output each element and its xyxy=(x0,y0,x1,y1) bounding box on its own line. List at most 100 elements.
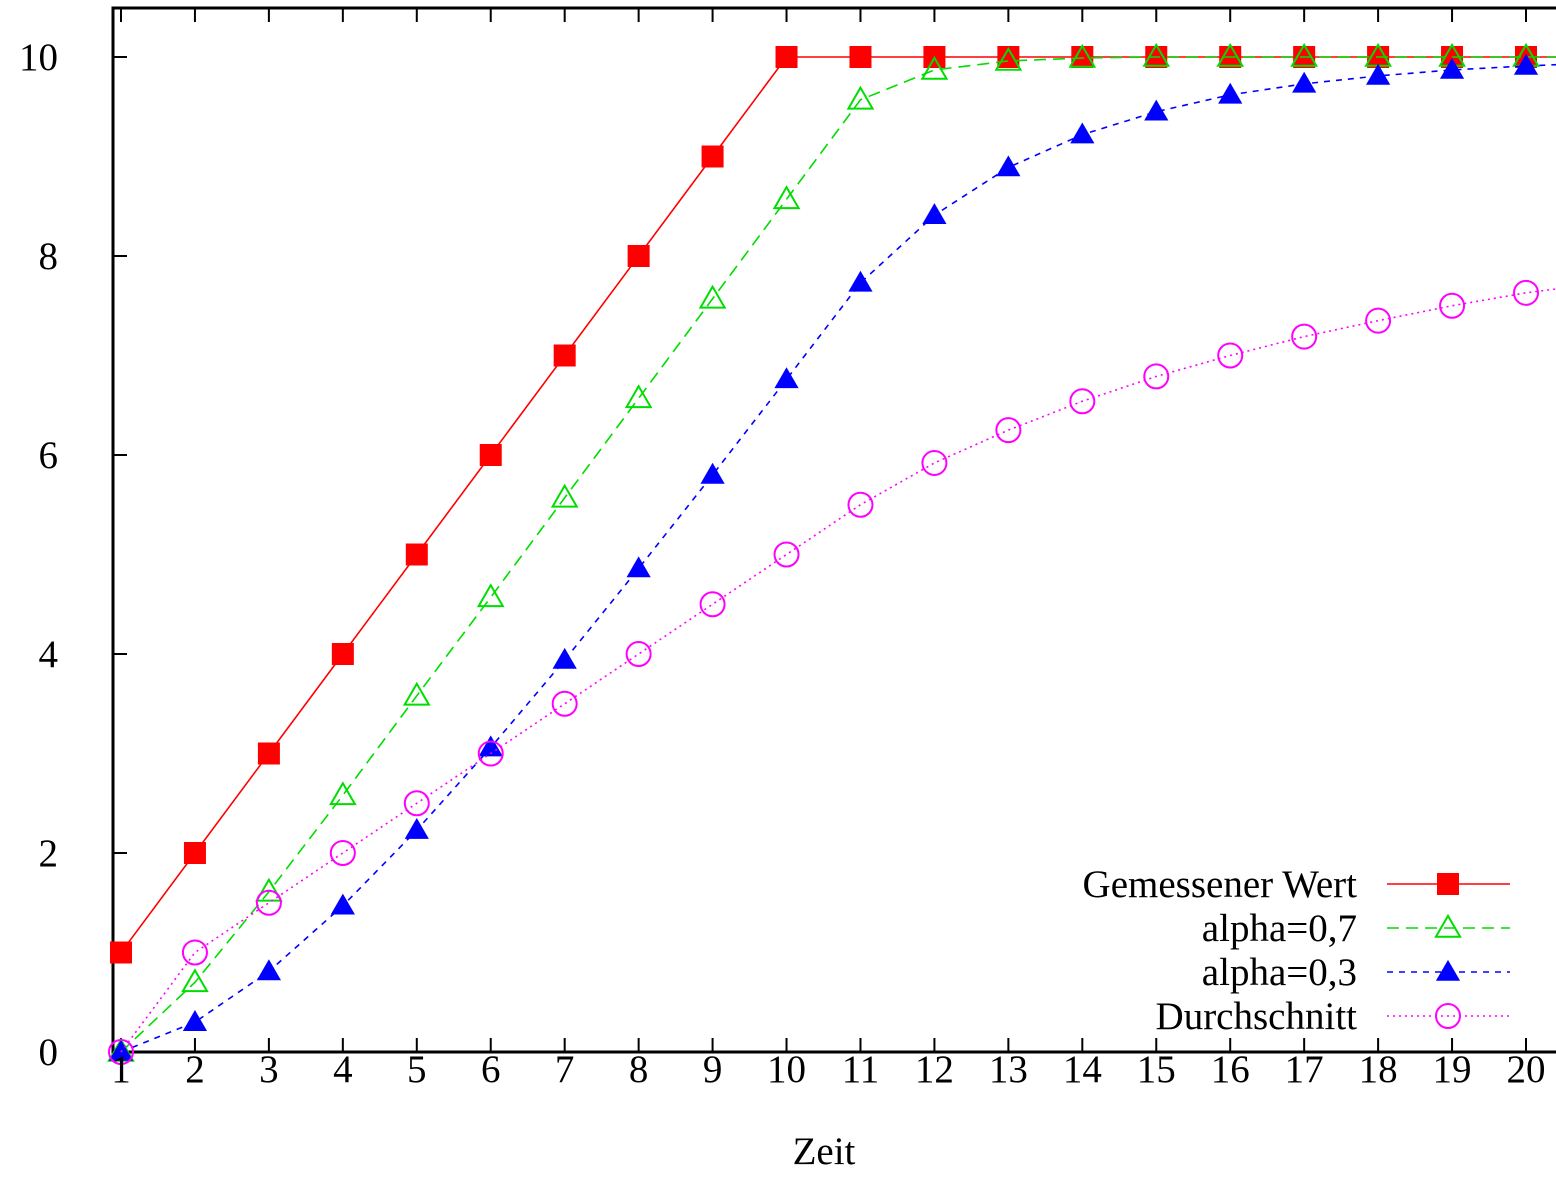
series-line xyxy=(120,288,1556,1053)
x-tick-label: 18 xyxy=(1359,1048,1398,1091)
legend-label: Durchschnitt xyxy=(1156,995,1358,1038)
legend-marker xyxy=(1435,959,1461,981)
data-point xyxy=(255,877,283,902)
y-tick-label: 4 xyxy=(39,633,59,676)
x-tick-labels: 1 2 3 4 5 6 7 8 9 10 11 12 13 14 15 16 17 18 19 20 xyxy=(111,1048,1545,1091)
x-tick-label: 4 xyxy=(333,1048,353,1091)
data-point xyxy=(331,643,354,665)
x-tick-label: 19 xyxy=(1433,1048,1472,1091)
data-point xyxy=(550,483,579,508)
series-3 xyxy=(108,53,1556,1061)
x-tick-label: 9 xyxy=(703,1048,723,1091)
series-line xyxy=(120,56,1556,1053)
data-point xyxy=(479,444,502,466)
x-tick-label: 7 xyxy=(555,1048,575,1091)
x-tick-label: 14 xyxy=(1063,1048,1102,1091)
data-point xyxy=(1291,323,1318,350)
data-point xyxy=(701,145,724,168)
data-point xyxy=(478,735,503,757)
x-tick-label: 1 xyxy=(111,1048,131,1091)
x-tick-label: 5 xyxy=(407,1048,427,1091)
data-point xyxy=(773,541,800,568)
legend-marker xyxy=(1435,1003,1461,1029)
data-point xyxy=(775,46,798,68)
data-point xyxy=(994,46,1023,71)
x-tick-label: 11 xyxy=(842,1048,880,1091)
data-point xyxy=(921,449,948,476)
y-tick-label: 8 xyxy=(39,235,59,278)
data-point xyxy=(995,417,1022,444)
x-tick-label: 6 xyxy=(481,1048,501,1091)
data-point xyxy=(181,939,208,966)
y-tick-labels: 0 2 4 6 8 10 xyxy=(19,36,58,1074)
data-point xyxy=(848,270,873,292)
x-tick-label: 20 xyxy=(1507,1048,1546,1091)
data-point xyxy=(1143,363,1170,390)
data-point xyxy=(772,185,801,210)
y-tick-label: 2 xyxy=(39,832,59,875)
data-point xyxy=(1068,43,1097,68)
data-point xyxy=(1071,46,1094,68)
series-line xyxy=(120,63,1556,1053)
data-point xyxy=(1513,53,1539,75)
legend: Gemessener Wertalpha=0,7alpha=0,3Durchsc… xyxy=(1083,863,1510,1038)
legend-label: alpha=0,7 xyxy=(1202,907,1357,950)
x-axis-label: Zeit xyxy=(793,1130,856,1173)
x-tick-label: 10 xyxy=(767,1048,806,1091)
data-point xyxy=(183,842,206,864)
series-layer xyxy=(107,42,1556,1065)
x-tick-label: 13 xyxy=(989,1048,1028,1091)
data-point xyxy=(181,968,209,993)
data-point xyxy=(108,1039,134,1061)
data-point xyxy=(257,742,280,765)
x-tick-label: 16 xyxy=(1211,1048,1250,1091)
series-4 xyxy=(108,279,1556,1065)
x-tick-label: 3 xyxy=(259,1048,279,1091)
data-point xyxy=(920,55,949,80)
data-point xyxy=(1069,388,1096,415)
series-line xyxy=(120,56,1556,953)
data-point xyxy=(997,46,1020,68)
data-point xyxy=(1366,63,1391,85)
data-point xyxy=(624,384,653,409)
axis-ticks xyxy=(113,8,1527,1053)
data-point xyxy=(552,647,577,669)
data-point xyxy=(404,818,429,839)
data-point xyxy=(1439,57,1465,79)
data-point xyxy=(996,155,1021,177)
data-point xyxy=(625,641,652,667)
data-point xyxy=(477,740,504,767)
data-point xyxy=(774,367,799,389)
legend-label: Gemessener Wert xyxy=(1083,863,1358,906)
data-point xyxy=(329,781,357,806)
data-point xyxy=(847,491,874,518)
x-tick-label: 2 xyxy=(185,1048,205,1091)
data-point xyxy=(330,893,355,915)
y-tick-label: 10 xyxy=(19,36,58,79)
plot-frame xyxy=(111,6,1556,1054)
data-point xyxy=(922,203,947,225)
data-point xyxy=(1292,71,1317,93)
data-point xyxy=(255,889,282,916)
data-point xyxy=(1142,42,1171,67)
y-tick-label: 0 xyxy=(39,1031,59,1074)
legend-marker xyxy=(1437,873,1459,895)
data-point xyxy=(256,959,281,981)
x-tick-label: 12 xyxy=(915,1048,954,1091)
data-point xyxy=(1217,342,1244,369)
data-point xyxy=(627,245,650,267)
data-point xyxy=(849,46,872,68)
data-point xyxy=(698,284,727,309)
data-point xyxy=(1144,99,1169,121)
data-point xyxy=(108,1039,134,1065)
data-point xyxy=(1365,307,1392,334)
data-point xyxy=(1216,42,1245,67)
data-point xyxy=(626,556,651,578)
data-point xyxy=(700,462,725,484)
data-point xyxy=(403,790,430,817)
x-tick-label: 8 xyxy=(629,1048,649,1091)
data-point xyxy=(1218,82,1243,104)
data-point xyxy=(1070,122,1095,144)
data-point xyxy=(846,85,875,110)
